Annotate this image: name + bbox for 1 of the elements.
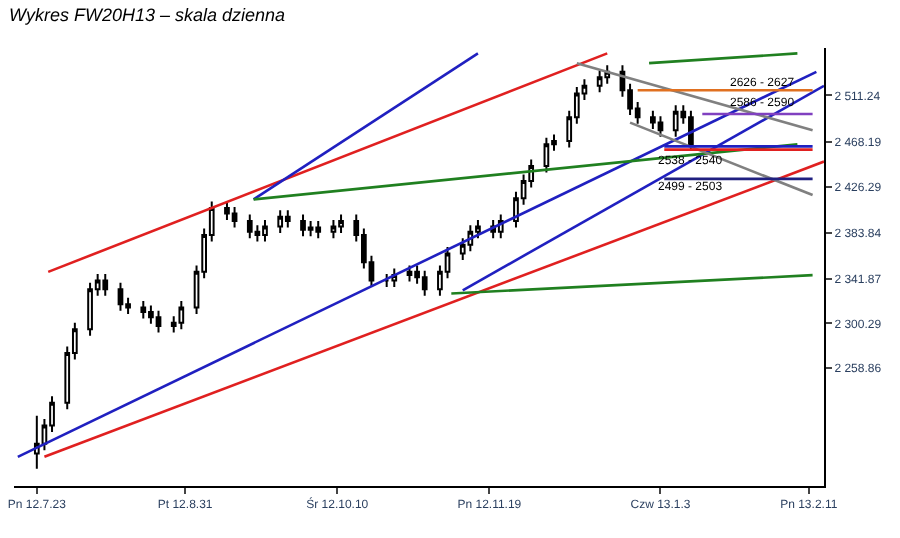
chart-title: Wykres FW20H13 – skala dzienna [9, 4, 286, 25]
